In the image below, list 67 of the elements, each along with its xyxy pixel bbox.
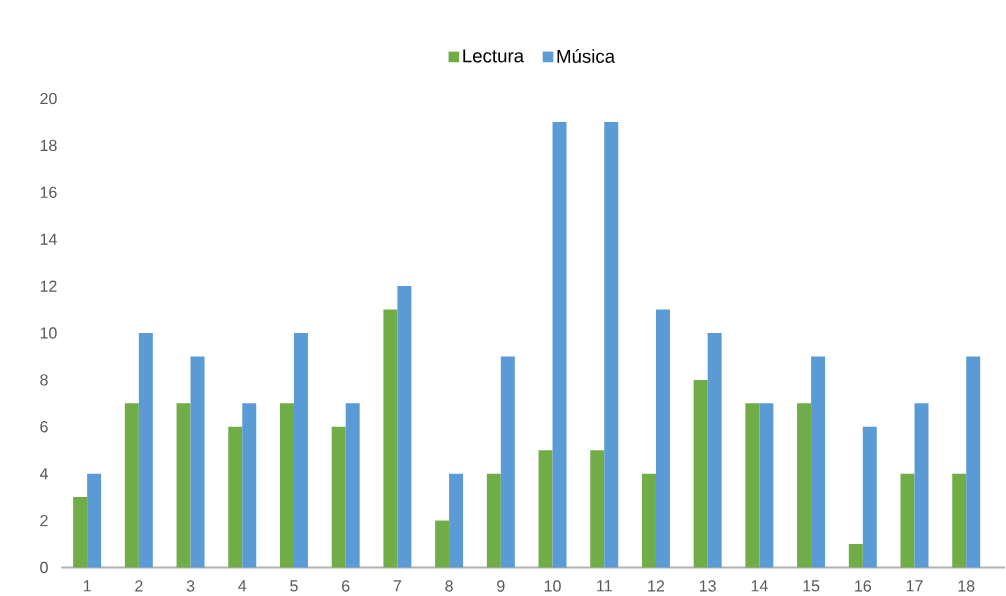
y-tick-label: 12 (40, 280, 57, 292)
x-tick-label: 13 (699, 580, 716, 592)
x-tick-label: 18 (958, 580, 975, 592)
y-tick-label: 18 (40, 139, 57, 151)
bar (397, 285, 412, 568)
y-tick-label: 0 (40, 561, 48, 573)
y-tick-label: 14 (40, 233, 57, 245)
bar (500, 356, 515, 568)
bar (811, 356, 826, 568)
bar (228, 426, 243, 568)
x-tick-label: 9 (497, 580, 505, 592)
y-tick-label: 10 (40, 327, 57, 339)
x-tick-label: 2 (135, 580, 143, 592)
bar (87, 473, 102, 568)
bar (552, 121, 567, 568)
x-tick-label: 17 (906, 580, 923, 592)
bar (345, 403, 360, 568)
bar (138, 332, 153, 568)
bar (952, 473, 967, 568)
x-tick-label: 5 (290, 580, 298, 592)
bar (797, 403, 812, 568)
x-tick-label: 14 (751, 580, 768, 592)
x-tick-label: 7 (393, 580, 402, 592)
bar (435, 520, 450, 568)
bar (73, 496, 88, 568)
bar (862, 426, 877, 568)
bar (449, 473, 464, 568)
x-tick-label: 15 (803, 580, 820, 592)
x-tick-label: 8 (445, 580, 453, 592)
bar (914, 403, 929, 568)
y-tick-label: 2 (40, 514, 48, 526)
bar (655, 309, 670, 568)
y-tick-label: 8 (40, 374, 48, 386)
bar (190, 356, 205, 568)
bar (641, 473, 656, 568)
bar (176, 403, 191, 568)
bar (383, 309, 398, 568)
bar (242, 403, 257, 568)
bar (848, 543, 863, 568)
y-tick-label: 4 (39, 468, 48, 479)
bar (331, 426, 346, 568)
x-tick-label: 4 (238, 580, 247, 592)
x-tick-label: 6 (342, 580, 350, 592)
bar (707, 332, 722, 568)
bar (293, 332, 308, 568)
bar (486, 473, 501, 568)
x-tick-label: 16 (855, 580, 871, 592)
bar (966, 356, 981, 568)
bar (124, 403, 139, 568)
bar (900, 473, 915, 568)
y-tick-label: 16 (40, 186, 57, 198)
x-tick-label: 12 (648, 580, 665, 592)
bar (759, 403, 774, 568)
bar (279, 403, 294, 568)
x-tick-label: 10 (544, 580, 561, 592)
legend-label: Música (557, 48, 616, 63)
legend-label: Lectura (463, 49, 525, 63)
bar (745, 403, 760, 568)
y-tick-label: 20 (40, 92, 57, 105)
bar (693, 379, 708, 568)
bar (604, 121, 619, 568)
y-tick-label: 6 (40, 420, 48, 433)
bar (590, 450, 605, 568)
x-tick-label: 11 (597, 580, 612, 592)
x-tick-label: 1 (83, 580, 91, 592)
bar (538, 450, 553, 568)
x-tick-label: 3 (186, 580, 195, 592)
